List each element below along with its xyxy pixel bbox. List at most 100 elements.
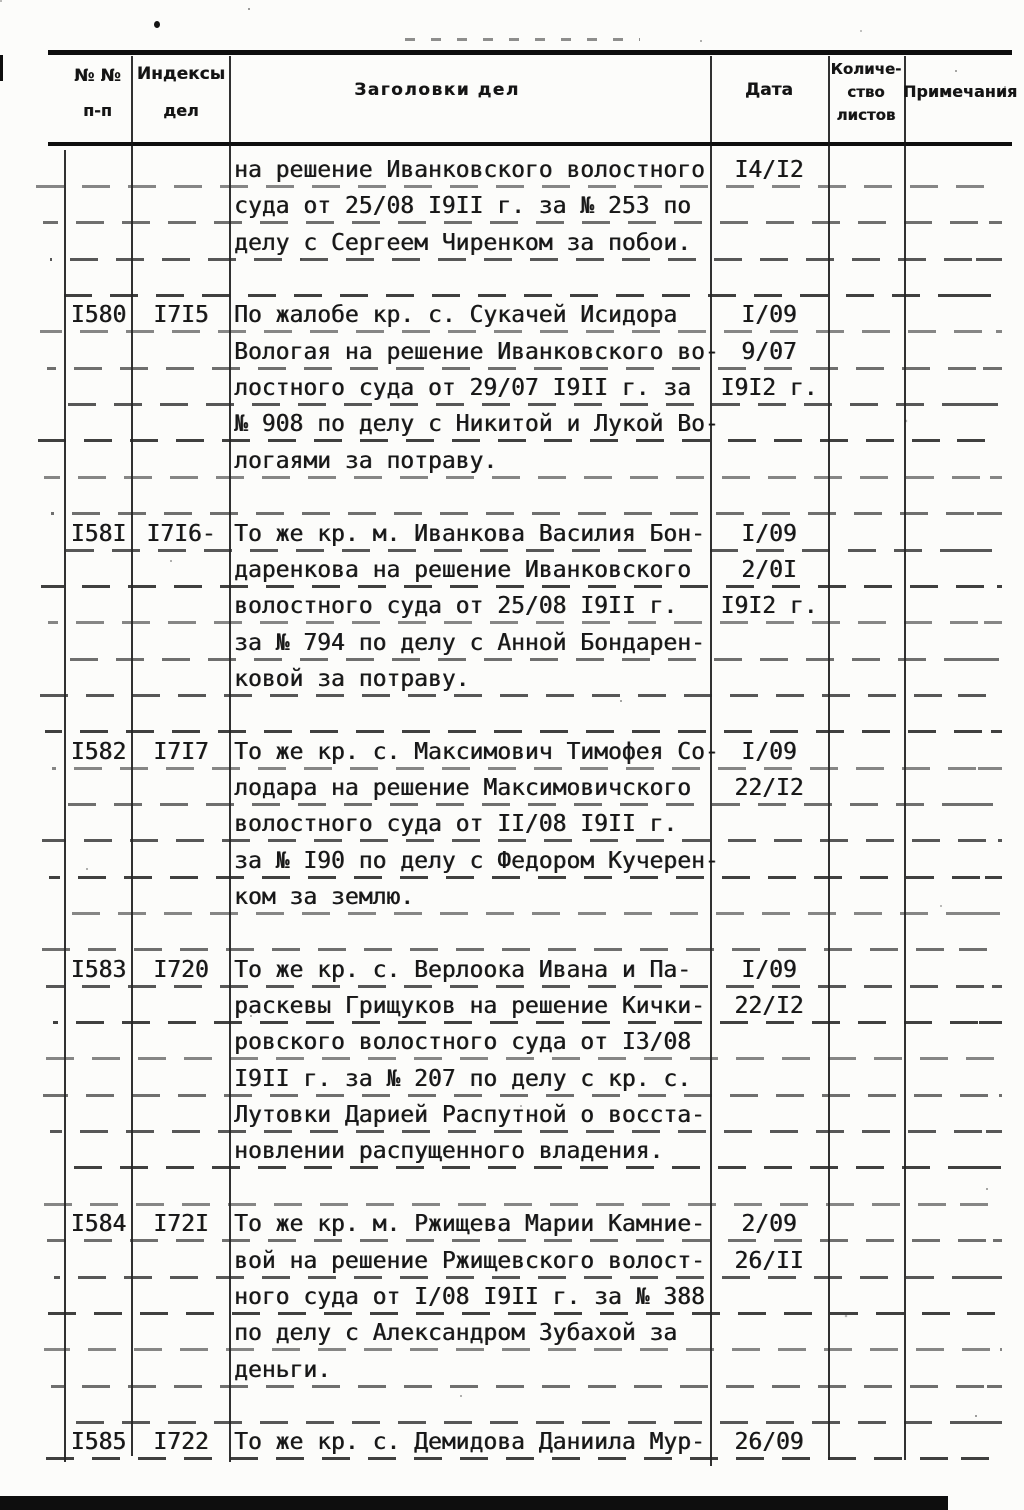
ruling-line xyxy=(58,1420,1002,1424)
case-title-line: за № I90 по делу с Федором Кучерен- xyxy=(234,847,719,874)
case-date-line: 9/07 xyxy=(741,338,797,365)
case-title-line: лодара на решение Максимовичского xyxy=(234,774,691,801)
case-index: I7I7 xyxy=(153,738,209,765)
ruling-line xyxy=(37,1311,1002,1315)
scan-edge-mark xyxy=(0,55,3,81)
case-date-line: I9I2 г. xyxy=(720,593,818,620)
case-title-line: даренкова на решение Иванковского xyxy=(234,556,691,583)
column-divider-title-date xyxy=(710,56,712,1466)
table-left-border xyxy=(64,150,66,1462)
ruling-line xyxy=(50,257,1002,261)
ruling-line xyxy=(36,1057,1002,1061)
column-header-index-line2: дел xyxy=(163,101,199,120)
case-index: I722 xyxy=(153,1429,209,1456)
case-date-line: I/09 xyxy=(741,520,797,547)
column-divider-sheets-notes xyxy=(904,56,906,1460)
case-date-line: 2/0I xyxy=(741,556,797,583)
case-title-line: на решение Иванковского волостного xyxy=(234,157,705,183)
case-title-line: делу с Сергеем Чиренком за побои. xyxy=(234,229,691,256)
case-title-line: По жалобе кр. с. Сукачей Исидора xyxy=(234,302,678,329)
case-title-line: по делу с Александром Зубахой за xyxy=(234,1320,678,1347)
case-title-line: раскевы Грищуков на решение Кички- xyxy=(234,993,705,1020)
ruling-line xyxy=(55,657,1002,661)
column-header-sheets-line2: ство xyxy=(847,83,885,101)
ruling-line xyxy=(56,912,1002,915)
ruling-line xyxy=(41,584,1002,588)
column-header-sheets-line3: листов xyxy=(836,106,896,124)
case-title-line: суда от 25/08 I9II г. за № 253 по xyxy=(234,193,691,220)
case-date-line: 26/09 xyxy=(734,1429,804,1456)
ruling-line xyxy=(47,366,1002,370)
column-header-notes: Примечания xyxy=(903,82,1018,101)
case-title-line: То же кр. м. Иванкова Василия Бон- xyxy=(234,520,705,547)
case-title-line: ного суда от I/08 I9II г. за № 388 xyxy=(234,1283,705,1310)
case-title-line: лостного суда от 29/07 I9II г. за xyxy=(234,375,691,402)
case-date-line: 26/II xyxy=(734,1247,804,1274)
ruling-line xyxy=(47,1239,1002,1243)
case-number: I585 xyxy=(70,1429,127,1456)
case-date-line: I/09 xyxy=(741,956,797,983)
case-title-line: Лутовки Дарией Распутной о восста- xyxy=(234,1102,705,1129)
case-date-line: I/09 xyxy=(741,302,797,329)
case-title-line: То же кр. с. Демидова Даниила Мур- xyxy=(234,1429,705,1456)
ruling-line xyxy=(36,185,1002,188)
ruling-line xyxy=(51,1384,1002,1388)
case-date-line: 22/I2 xyxy=(734,993,804,1020)
table-top-rule xyxy=(48,50,1012,55)
column-header-title: Заголовки дел xyxy=(354,80,520,100)
case-title-line: То же кр. м. Ржищева Марии Камние- xyxy=(234,1211,705,1238)
ruling-line xyxy=(59,802,1002,806)
case-number: I582 xyxy=(70,738,127,765)
ruling-line xyxy=(50,1130,1002,1134)
case-title-line: волостного суда от 25/08 I9II г. xyxy=(234,593,678,620)
case-title-line: за № 794 по делу с Анной Бондарен- xyxy=(234,629,705,656)
column-header-index-line1: Индексы xyxy=(136,64,226,84)
ruling-line xyxy=(38,693,1002,697)
case-number: I58I xyxy=(70,520,127,547)
case-title-line: ковой за потраву. xyxy=(234,665,470,692)
ruling-line xyxy=(57,294,1002,298)
ruling-line xyxy=(46,984,1002,988)
case-number: I580 xyxy=(70,302,127,329)
case-title-line: ровского волостного суда от I3/08 xyxy=(234,1029,691,1056)
case-date-line: I/09 xyxy=(741,738,797,765)
case-title-line: № 908 по делу с Никитой и Лукой Во- xyxy=(234,411,719,438)
column-header-number-line2: п-п xyxy=(83,101,112,120)
ruling-line xyxy=(53,1021,1002,1025)
case-title-line: I9II г. за № 207 по делу с кр. с. xyxy=(234,1065,691,1092)
case-title-line: Вологая на решение Иванковского во- xyxy=(234,338,719,365)
column-header-sheets: Количе- ство листов xyxy=(827,58,905,127)
ruling-line xyxy=(48,621,1002,625)
ruling-line xyxy=(43,221,1002,225)
column-divider-number-index xyxy=(131,56,133,1456)
case-title-line: логаями за потраву. xyxy=(234,447,498,474)
case-index: I7I5 xyxy=(153,302,209,329)
case-title-line: То же кр. с. Максимович Тимофея Со- xyxy=(234,738,719,765)
case-title-line: деньги. xyxy=(234,1356,331,1383)
case-title-line: волостного суда от II/08 I9II г. xyxy=(234,811,678,838)
ruling-line xyxy=(57,1166,1002,1170)
ruling-line xyxy=(54,403,1002,407)
ruling-line xyxy=(54,1275,1002,1279)
case-index: I7I6- xyxy=(146,520,216,547)
ruling-line xyxy=(40,1202,1002,1206)
ruling-line xyxy=(40,330,1002,334)
ruling-line xyxy=(51,512,1002,516)
scan-bottom-edge-bar xyxy=(0,1496,948,1510)
ruling-line xyxy=(49,875,1002,879)
case-date-line: 22/I2 xyxy=(734,774,804,801)
case-date-line: I4/I2 xyxy=(734,157,804,183)
column-header-sheets-line1: Количе- xyxy=(830,60,902,78)
case-title-line: ком за землю. xyxy=(234,884,415,910)
column-header-date: Дата xyxy=(745,80,793,100)
scan-speck xyxy=(154,21,160,28)
ruling-line xyxy=(41,1457,1002,1461)
ruling-line xyxy=(44,1348,1002,1352)
column-divider-index-title xyxy=(229,56,231,1462)
header-bottom-rule xyxy=(48,142,1012,146)
case-date-line: I9I2 г. xyxy=(720,375,818,402)
ruling-line xyxy=(45,730,1002,734)
case-index: I720 xyxy=(153,956,209,983)
ruling-line xyxy=(44,475,1002,479)
column-divider-date-sheets xyxy=(828,56,830,1460)
